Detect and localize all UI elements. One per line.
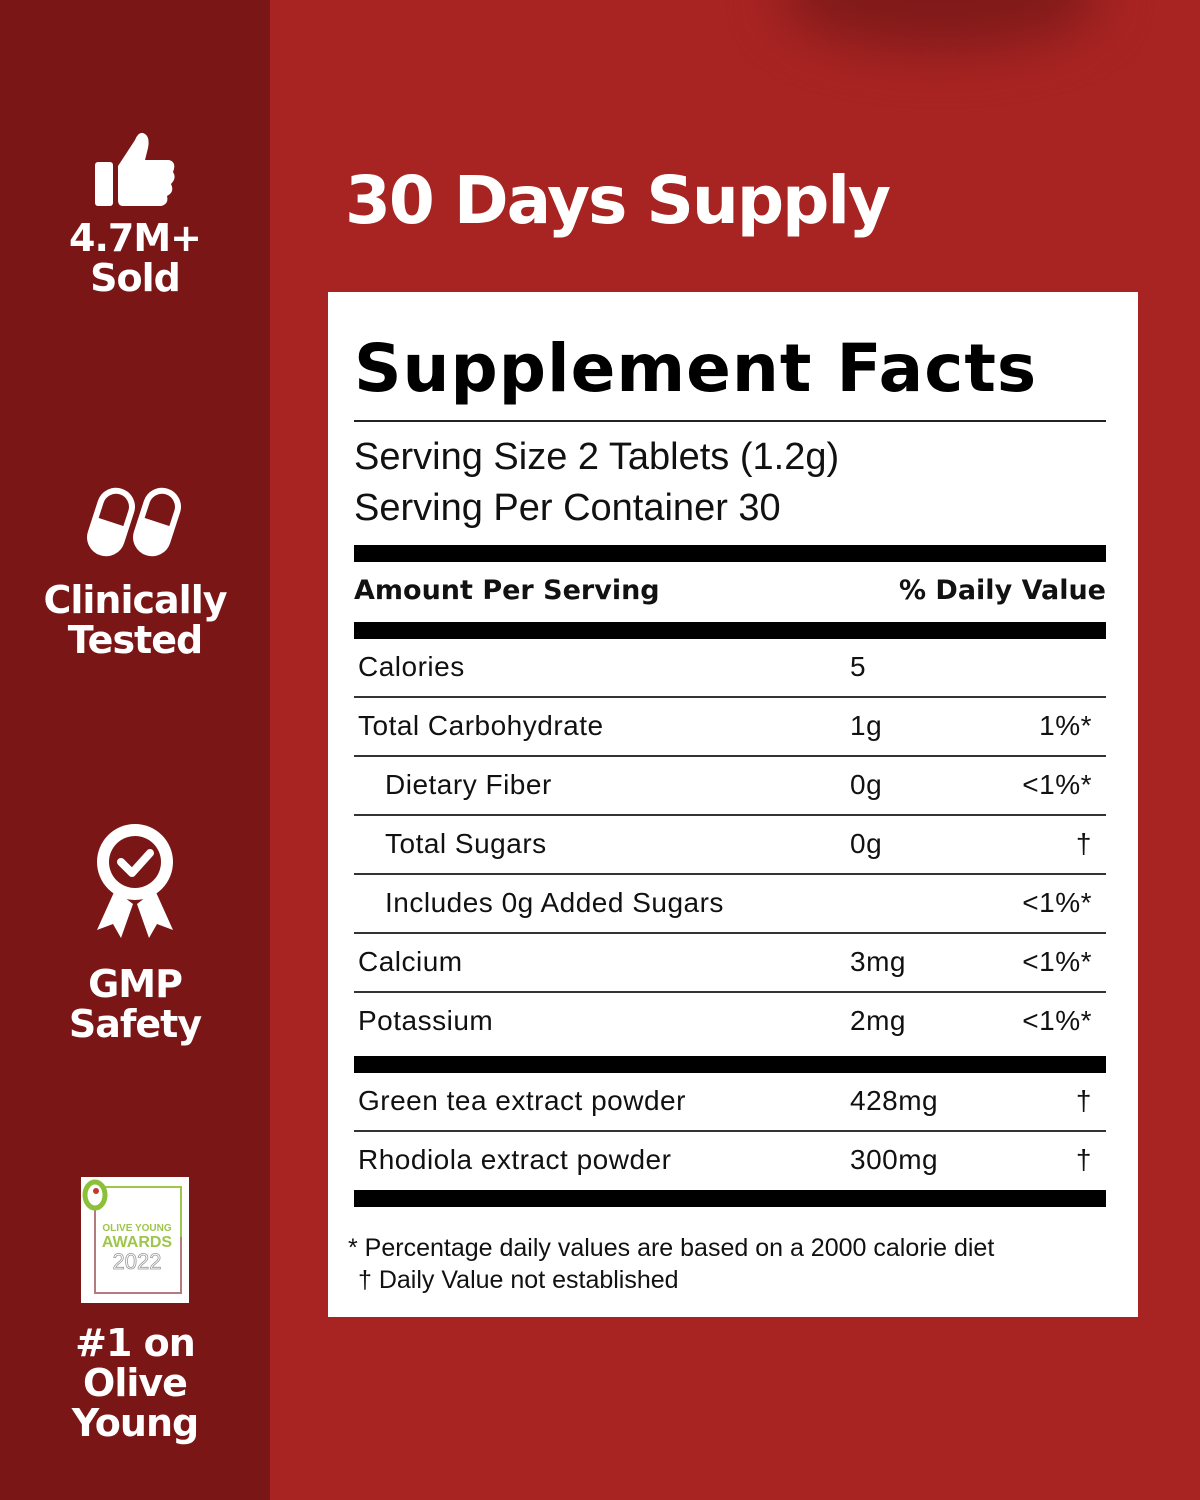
nutrient-row: Includes 0g Added Sugars <1%*	[354, 875, 1106, 934]
nutrient-amount: 2mg	[850, 1005, 906, 1036]
nutrient-row: Potassium 2mg <1%*	[354, 993, 1106, 1052]
headline: 30 Days Supply	[345, 162, 891, 239]
badge-label: Olive	[83, 1361, 188, 1405]
facts-title: Supplement Facts	[354, 330, 1038, 407]
header-daily-value: % Daily Value	[898, 575, 1106, 606]
badge-label: Sold	[90, 256, 181, 300]
nutrient-amount: 0g	[850, 769, 883, 800]
nutrient-name: Rhodiola extract powder	[358, 1144, 672, 1175]
divider-thick	[354, 545, 1106, 562]
nutrient-row: Calcium 3mg <1%*	[354, 934, 1106, 993]
divider-thick	[354, 1190, 1106, 1207]
nutrient-row: Rhodiola extract powder 300mg †	[354, 1132, 1106, 1191]
nutrient-daily-value: †	[1075, 1085, 1092, 1116]
badge-sold: 4.7M+ Sold	[0, 130, 270, 298]
footnote-percent: * Percentage daily values are based on a…	[348, 1234, 995, 1262]
badge-olive-young: OLIVE YOUNG AWARDS 2022 #1 on Olive Young	[0, 1177, 270, 1443]
badge-label: 4.7M+	[69, 216, 202, 260]
nutrient-amount: 1g	[850, 710, 883, 741]
nutrient-name: Total Sugars	[385, 828, 547, 859]
badge-label: Clinically	[43, 578, 227, 622]
supplement-facts-panel: Supplement Facts Serving Size 2 Tablets …	[328, 292, 1138, 1317]
serving-size: Serving Size 2 Tablets (1.2g)	[354, 436, 840, 478]
nutrient-daily-value: †	[1075, 1144, 1092, 1175]
nutrient-amount: 428mg	[850, 1085, 939, 1116]
award-ribbon-check-icon	[97, 824, 173, 938]
nutrient-row: Total Carbohydrate 1g 1%*	[354, 698, 1106, 757]
badge-label: Young	[71, 1401, 199, 1445]
badge-gmp: GMP Safety	[0, 820, 270, 1044]
divider	[354, 420, 1106, 422]
header-amount: Amount Per Serving	[354, 575, 660, 606]
nutrient-daily-value: <1%*	[1022, 887, 1092, 918]
badge-label: Safety	[68, 1002, 202, 1046]
nutrient-name: Calcium	[358, 946, 463, 977]
nutrient-amount: 3mg	[850, 946, 906, 977]
badge-label: Tested	[67, 618, 203, 662]
badge-label: #1 on	[75, 1321, 196, 1365]
nutrient-name: Calories	[358, 651, 465, 682]
nutrient-row: Total Sugars 0g †	[354, 816, 1106, 875]
nutrient-name: Potassium	[358, 1005, 494, 1036]
nutrient-amount: 300mg	[850, 1144, 939, 1175]
nutrient-row: Green tea extract powder 428mg †	[354, 1073, 1106, 1132]
badge-label: GMP	[88, 962, 183, 1006]
nutrient-amount: 5	[850, 651, 867, 682]
footnotes: * Percentage daily values are based on a…	[348, 1232, 1100, 1296]
divider-thick	[354, 1056, 1106, 1073]
nutrient-name: Total Carbohydrate	[358, 710, 604, 741]
nutrient-daily-value: <1%*	[1022, 1005, 1092, 1036]
background-shadow	[780, 0, 1100, 50]
nutrient-daily-value: <1%*	[1022, 946, 1092, 977]
capsules-icon	[87, 487, 181, 557]
nutrient-amount: 0g	[850, 828, 883, 859]
nutrient-name: Green tea extract powder	[358, 1085, 686, 1116]
nutrient-name: Dietary Fiber	[385, 769, 552, 800]
column-headers: Amount Per Serving % Daily Value	[354, 575, 1106, 606]
servings-per-container: Serving Per Container 30	[354, 487, 781, 529]
nutrient-daily-value: <1%*	[1022, 769, 1092, 800]
footnote-dagger: † Daily Value not established	[358, 1266, 679, 1294]
nutrient-daily-value: †	[1075, 828, 1092, 859]
nutrient-daily-value: 1%*	[1039, 710, 1092, 741]
badge-clinically-tested: Clinically Tested	[0, 486, 270, 660]
svg-text:AWARDS: AWARDS	[102, 1234, 173, 1251]
svg-text:OLIVE YOUNG: OLIVE YOUNG	[102, 1223, 171, 1234]
nutrient-row: Dietary Fiber 0g <1%*	[354, 757, 1106, 816]
nutrient-row: Calories 5	[354, 639, 1106, 698]
svg-text:2022: 2022	[113, 1249, 162, 1274]
thumbs-up-icon	[95, 132, 175, 206]
serving-info: Serving Size 2 Tablets (1.2g) Serving Pe…	[354, 432, 1106, 534]
nutrient-name: Includes 0g Added Sugars	[385, 887, 724, 918]
divider-thick	[354, 622, 1106, 639]
